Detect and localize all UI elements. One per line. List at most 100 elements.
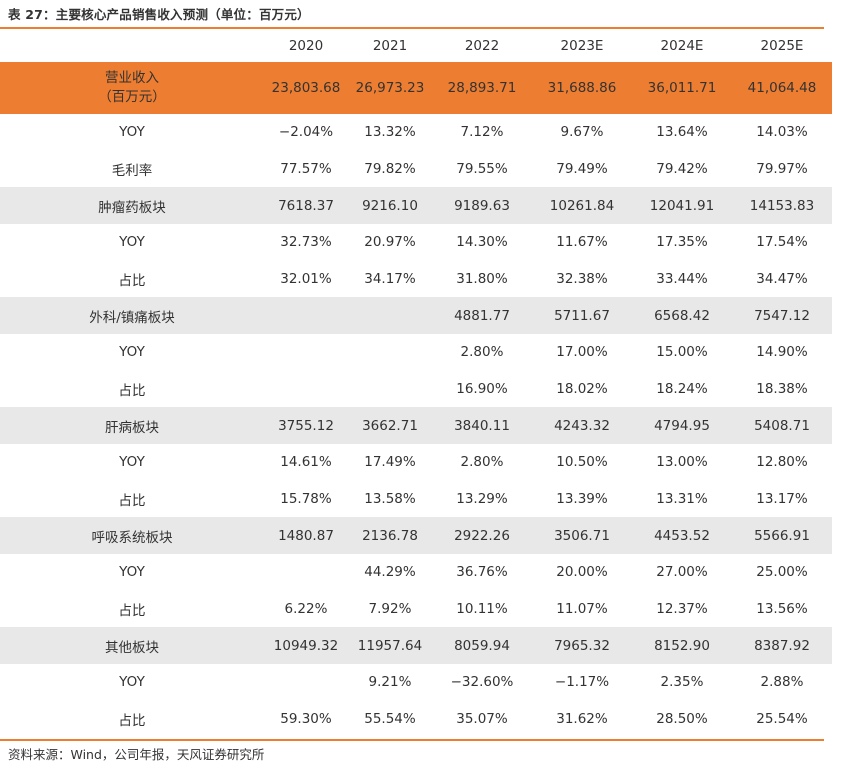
table-cell [264,664,348,701]
table-cell: 14.30% [456,234,508,251]
table-cell: 59.30% [280,710,332,727]
table-cell: 4794.95 [632,407,732,444]
table-cell: 14153.83 [732,187,832,224]
table-cell: 34.47% [756,270,808,287]
table-cell: 79.97% [756,160,808,177]
table-cell: 3506.71 [532,517,632,554]
table-cell [348,371,432,408]
revenue-label-line2: （百万元） [98,89,166,105]
table-row: 占比 59.30% 55.54% 35.07% 31.62% 28.50% 25.54% [0,701,832,738]
table-cell: 31.80% [456,270,508,287]
table-cell: 18.02% [556,380,608,397]
table-cell: 13.17% [756,490,808,507]
table-row: 占比 16.90% 18.02% 18.24% 18.38% [0,371,832,408]
row-label: YOY [119,564,145,581]
table-cell: 12041.91 [632,187,732,224]
row-label: YOY [119,454,145,471]
header-label-cell [0,29,264,62]
table-cell: 7547.12 [732,297,832,334]
table-cell: 9216.10 [348,187,432,224]
row-label: 肿瘤药板块 [0,187,264,224]
source-note: 资料来源：Wind，公司年报，天风证券研究所 [8,747,265,762]
row-label: 占比 [118,492,146,509]
table-cell: 5566.91 [732,517,832,554]
table-cell: 27.00% [656,564,708,581]
row-label: 占比 [118,602,146,619]
table-cell: 8152.90 [632,627,732,664]
row-label: 占比 [118,712,146,729]
revenue-value: 31,688.86 [532,62,632,114]
row-label: 毛利率 [111,162,153,179]
row-label: 外科/镇痛板块 [0,297,264,334]
table-cell [264,334,348,371]
revenue-label: 营业收入 （百万元） [0,62,264,114]
table-cell: 13.64% [656,124,708,141]
table-cell: 25.54% [756,710,808,727]
table-cell: 7.92% [368,600,412,617]
table-cell: 32.01% [280,270,332,287]
table-cell: 2.80% [460,344,504,361]
table-cell: 12.37% [656,600,708,617]
header-row: 2020 2021 2022 2023E 2024E 2025E [0,29,832,62]
table-cell: 2.88% [760,674,804,691]
table-row: YOY 14.61% 17.49% 2.80% 10.50% 13.00% 12.80% [0,444,832,481]
table-cell: 10949.32 [264,627,348,664]
table-row: 肿瘤药板块 7618.37 9216.10 9189.63 10261.84 12041.… [0,187,832,224]
table-cell: 2.35% [660,674,704,691]
table-cell: 34.17% [364,270,416,287]
table-cell: 79.49% [556,160,608,177]
table-cell: 13.39% [556,490,608,507]
forecast-table: 2020 2021 2022 2023E 2024E 2025E 营业收入 （百… [0,29,832,737]
table-cell: 3840.11 [432,407,532,444]
table-cell: 31.62% [556,710,608,727]
table-cell: 9189.63 [432,187,532,224]
table-cell: 7.12% [460,124,504,141]
table-cell: 28.50% [656,710,708,727]
bottom-rule [0,739,824,741]
table-cell: 4243.32 [532,407,632,444]
table-cell: 14.03% [756,124,808,141]
row-label: YOY [119,234,145,251]
header-year: 2024E [660,37,704,54]
table-cell: −2.04% [278,124,334,141]
table-cell: 13.31% [656,490,708,507]
table-cell: 10.50% [556,454,608,471]
row-label: 占比 [118,382,146,399]
table-cell: 11.07% [556,600,608,617]
table-cell: 5711.67 [532,297,632,334]
table-cell: 16.90% [456,380,508,397]
table-cell: 17.35% [656,234,708,251]
table-cell: 13.29% [456,490,508,507]
table-cell: 36.76% [456,564,508,581]
row-label: YOY [119,674,145,691]
header-year: 2023E [560,37,604,54]
table-row: YOY −2.04% 13.32% 7.12% 9.67% 13.64% 14.03% [0,114,832,151]
table-cell: 10261.84 [532,187,632,224]
table-cell: 79.42% [656,160,708,177]
table-cell: 12.80% [756,454,808,471]
table-cell: 8059.94 [432,627,532,664]
table-cell: −32.60% [450,674,514,691]
table-cell: 15.00% [656,344,708,361]
revenue-row: 营业收入 （百万元） 23,803.68 26,973.23 28,893.71… [0,62,832,114]
row-label: YOY [119,124,145,141]
table-cell: 17.54% [756,234,808,251]
table-cell [348,334,432,371]
table-cell: 18.38% [756,380,808,397]
table-cell: 7618.37 [264,187,348,224]
table-cell: 17.00% [556,344,608,361]
table-cell: 6568.42 [632,297,732,334]
header-year: 2022 [464,37,500,54]
table-cell: 79.82% [364,160,416,177]
table-row: 肝病板块 3755.12 3662.71 3840.11 4243.32 4794.95 5… [0,407,832,444]
table-cell: 32.73% [280,234,332,251]
table-cell: 17.49% [364,454,416,471]
table-row: 外科/镇痛板块 4881.77 5711.67 6568.42 7547.12 [0,297,832,334]
table-cell: 20.97% [364,234,416,251]
table-cell [264,554,348,591]
table-cell [348,297,432,334]
table-row: YOY 9.21% −32.60% −1.17% 2.35% 2.88% [0,664,832,701]
header-year: 2021 [372,37,408,54]
table-cell: 77.57% [280,160,332,177]
table-row: 毛利率 77.57% 79.82% 79.55% 79.49% 79.42% 79.97% [0,151,832,188]
